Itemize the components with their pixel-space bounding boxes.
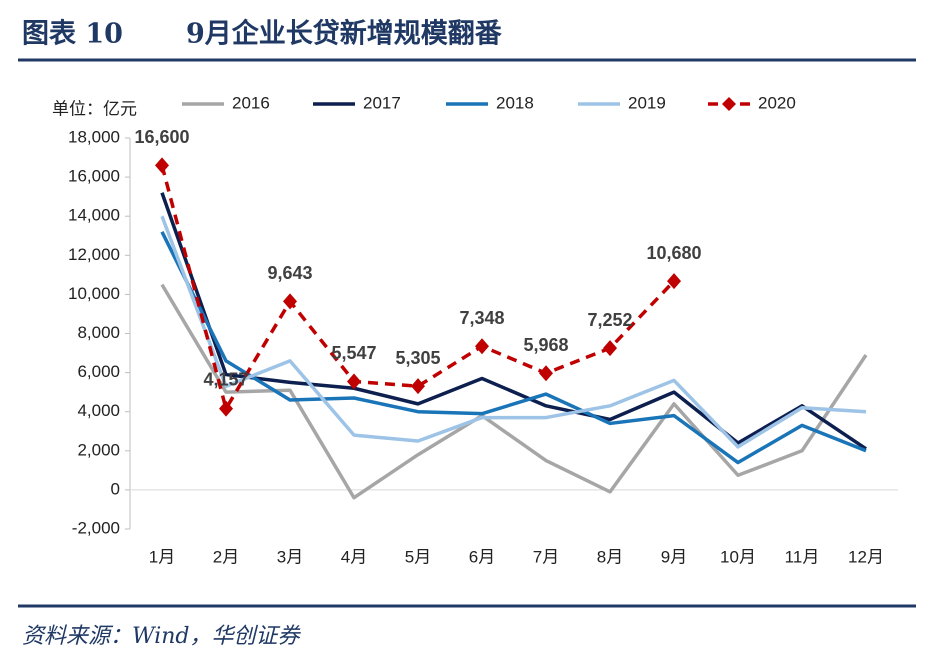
x-tick-label: 5月: [405, 547, 431, 566]
marker: [475, 338, 489, 355]
value-label: 5,305: [395, 348, 440, 368]
x-tick-label: 10月: [720, 547, 756, 566]
value-label: 7,252: [587, 310, 632, 330]
figure-label: 图表 10: [22, 19, 123, 50]
x-tick-label: 9月: [661, 547, 687, 566]
marker: [219, 400, 233, 417]
y-tick-label: 6,000: [77, 362, 120, 381]
x-tick-label: 11月: [785, 547, 820, 566]
source: 资料来源：Wind，华创证券: [22, 624, 302, 649]
y-tick-label: 8,000: [77, 323, 120, 342]
series-line: [160, 231, 867, 465]
value-label: 9,643: [267, 263, 312, 283]
marker: [603, 340, 617, 357]
legend-label: 2018: [496, 93, 534, 112]
y-tick-label: 14,000: [68, 206, 120, 225]
marker: [155, 157, 169, 174]
x-tick-label: 12月: [848, 547, 884, 566]
x-tick-label: 4月: [341, 547, 367, 566]
value-label: 7,348: [459, 308, 504, 328]
y-tick-label: 18,000: [68, 127, 120, 146]
value-label: 4,157: [203, 369, 248, 389]
value-label: 16,600: [134, 127, 189, 147]
value-label: 5,968: [523, 335, 568, 355]
value-label: 5,547: [331, 343, 376, 363]
legend-label: 2020: [758, 93, 796, 112]
x-tick-label: 7月: [533, 547, 559, 566]
y-tick-label: 2,000: [77, 440, 120, 459]
x-tick-label: 3月: [277, 547, 303, 566]
series-line: [160, 283, 868, 500]
y-tick-label: 10,000: [68, 284, 120, 303]
series-line: [160, 164, 676, 411]
marker: [347, 373, 361, 390]
x-tick-label: 1月: [149, 547, 175, 566]
series-line: [160, 192, 867, 451]
legend-label: 2017: [363, 93, 401, 112]
series-line: [160, 215, 867, 449]
y-tick-label: 12,000: [68, 245, 120, 264]
x-tick-label: 2月: [213, 547, 239, 566]
legend-marker: [722, 97, 736, 111]
y-tick-label: -2,000: [72, 518, 120, 537]
y-tick-label: 16,000: [68, 167, 120, 186]
marker: [283, 293, 297, 310]
y-tick-label: 0: [111, 479, 120, 498]
marker: [667, 273, 681, 290]
legend-label: 2016: [232, 93, 270, 112]
marker: [411, 378, 425, 395]
x-tick-label: 8月: [597, 547, 623, 566]
figure-title: 9月企业长贷新增规模翻番: [186, 18, 503, 50]
x-tick-label: 6月: [469, 547, 495, 566]
marker: [539, 365, 553, 382]
y-tick-label: 4,000: [77, 401, 120, 420]
value-label: 10,680: [646, 243, 701, 263]
legend-label: 2019: [628, 93, 666, 112]
y-axis-label: 单位：亿元: [52, 99, 137, 118]
